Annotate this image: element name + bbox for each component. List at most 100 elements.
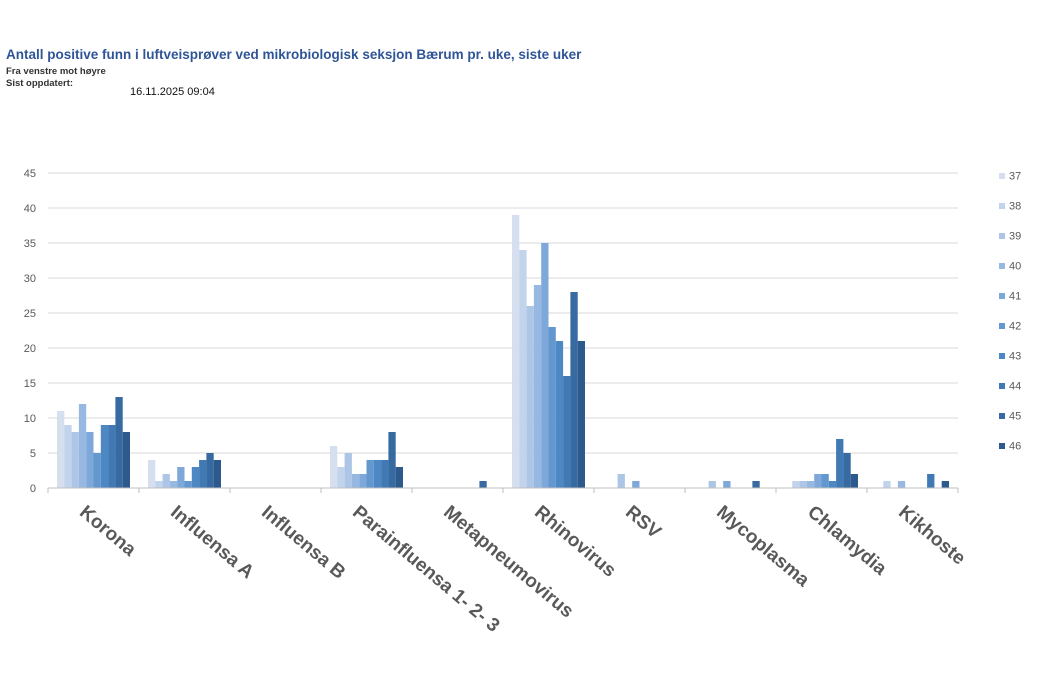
y-tick-label: 25 [24, 308, 36, 320]
bar-parainfluensa-1-2-3-week-42 [366, 460, 374, 488]
x-tick-label: Parainfluensa 1- 2- 3 [348, 502, 503, 637]
y-tick-label: 40 [24, 203, 36, 215]
bar-rhinovirus-week-42 [548, 327, 556, 488]
bar-influensa-a-week-39 [162, 474, 170, 488]
legend-swatch [999, 323, 1005, 329]
y-tick-label: 5 [30, 448, 36, 460]
legend-label: 46 [1009, 441, 1021, 453]
y-tick-label: 30 [24, 273, 36, 285]
chart-title: Antall positive funn i luftveisprøver ve… [6, 47, 582, 62]
legend-swatch [999, 383, 1005, 389]
x-tick-label: Mycoplasma [712, 502, 813, 592]
legend-label: 43 [1009, 351, 1021, 363]
x-tick-label: Influensa B [257, 502, 349, 584]
bar-rhinovirus-week-37 [512, 215, 520, 488]
bar-parainfluensa-1-2-3-week-44 [381, 460, 389, 488]
y-tick-label: 0 [30, 483, 36, 495]
bar-rhinovirus-week-41 [541, 243, 549, 488]
x-tick-label: Korona [75, 502, 140, 561]
bar-influensa-a-week-43 [191, 467, 200, 488]
bar-kikhoste-week-46 [941, 481, 949, 488]
legend-swatch [999, 263, 1005, 269]
y-tick-label: 10 [24, 413, 36, 425]
legend-label: 38 [1009, 201, 1021, 213]
legend-swatch [999, 293, 1005, 299]
bars [57, 215, 949, 488]
bar-rsv-week-39 [617, 474, 625, 488]
bar-korona-week-41 [86, 432, 94, 488]
bar-influensa-a-week-41 [177, 467, 185, 488]
bar-parainfluensa-1-2-3-week-39 [344, 453, 352, 488]
bar-parainfluensa-1-2-3-week-43 [373, 460, 382, 488]
last-updated-value: 16.11.2025 09:04 [130, 86, 215, 98]
gridlines [48, 172, 958, 454]
bar-influensa-a-week-45 [206, 453, 214, 488]
bar-mycoplasma-week-41 [723, 481, 731, 488]
y-tick-label: 45 [24, 168, 36, 180]
bar-kikhoste-week-38 [883, 481, 891, 488]
bar-korona-week-42 [93, 453, 101, 488]
bar-mycoplasma-week-45 [752, 481, 760, 488]
bar-influensa-a-week-38 [155, 481, 163, 488]
legend-swatch [999, 353, 1005, 359]
bar-korona-week-39 [71, 432, 79, 488]
bar-rhinovirus-week-44 [563, 376, 571, 488]
bar-korona-week-46 [122, 432, 130, 488]
bar-influensa-a-week-44 [199, 460, 207, 488]
legend-swatch [999, 173, 1005, 179]
legend-swatch [999, 413, 1005, 419]
bar-rhinovirus-week-45 [570, 292, 578, 488]
bar-chlamydia-week-39 [799, 481, 807, 488]
bar-chlamydia-week-38 [792, 481, 800, 488]
bar-chlamydia-week-44 [836, 439, 844, 488]
legend-swatch [999, 203, 1005, 209]
bar-influensa-a-week-37 [148, 460, 156, 488]
bar-rhinovirus-week-38 [519, 250, 527, 488]
chart-subtitle: Fra venstre mot høyre [6, 66, 106, 77]
legend-label: 41 [1009, 291, 1021, 303]
bar-rhinovirus-week-39 [526, 306, 534, 488]
x-tick-label: Chlamydia [803, 502, 890, 580]
x-tick-label: RSV [621, 502, 665, 543]
bar-parainfluensa-1-2-3-week-46 [395, 467, 403, 488]
bar-korona-week-44 [108, 425, 116, 488]
bar-kikhoste-week-44 [927, 474, 935, 488]
legend-label: 37 [1009, 171, 1021, 183]
bar-chlamydia-week-43 [828, 481, 837, 488]
bar-parainfluensa-1-2-3-week-45 [388, 432, 396, 488]
bar-mycoplasma-week-39 [708, 481, 716, 488]
bar-chlamydia-week-45 [843, 453, 851, 488]
bar-parainfluensa-1-2-3-week-38 [337, 467, 345, 488]
x-tick-label: Influensa A [166, 502, 258, 584]
x-tick-label: Kikhoste [894, 502, 969, 570]
bar-metapneumovirus-week-45 [479, 481, 487, 488]
legend-label: 40 [1009, 261, 1021, 273]
bar-korona-week-43 [100, 425, 109, 488]
bar-korona-week-45 [115, 397, 123, 488]
bar-korona-week-40 [78, 404, 87, 488]
bar-chlamydia-week-42 [821, 474, 829, 488]
x-tick-label: Rhinovirus [530, 502, 620, 582]
legend-swatch [999, 443, 1005, 449]
bar-kikhoste-week-40 [897, 481, 906, 488]
last-updated-label: Sist oppdatert: [6, 78, 74, 89]
y-tick-label: 20 [24, 343, 36, 355]
legend-label: 39 [1009, 231, 1021, 243]
bar-influensa-a-week-40 [169, 481, 178, 488]
axes: 0 5 10 15 20 25 30 35 40 45 Korona Influensa A Influ… [24, 168, 970, 637]
bar-parainfluensa-1-2-3-week-37 [330, 446, 338, 488]
legend-label: 44 [1009, 381, 1021, 393]
bar-chlamydia-week-41 [814, 474, 822, 488]
y-tick-label: 15 [24, 378, 36, 390]
bar-rhinovirus-week-46 [577, 341, 585, 488]
bar-korona-week-37 [57, 411, 65, 488]
bar-influensa-a-week-42 [184, 481, 192, 488]
legend-swatch [999, 233, 1005, 239]
bar-influensa-a-week-46 [213, 460, 221, 488]
bar-chlamydia-week-46 [850, 474, 858, 488]
bar-chlamydia-week-40 [806, 481, 815, 488]
y-tick-label: 35 [24, 238, 36, 250]
legend-label: 42 [1009, 321, 1021, 333]
bar-rhinovirus-week-43 [555, 341, 564, 488]
